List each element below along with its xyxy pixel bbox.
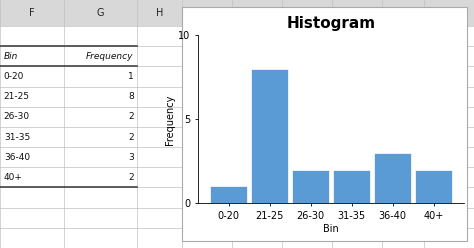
Text: 3: 3 (128, 153, 134, 162)
Text: G: G (97, 8, 104, 18)
Bar (415, 170, 452, 203)
Bar (0, 26, 474, 248)
Text: I: I (206, 8, 209, 18)
Text: 2: 2 (128, 112, 134, 121)
Text: Bin: Bin (4, 52, 18, 61)
Bar (374, 153, 411, 203)
Y-axis label: Frequency: Frequency (165, 94, 175, 145)
Text: 26-30: 26-30 (4, 112, 30, 121)
Bar (333, 170, 370, 203)
Text: 2: 2 (128, 132, 134, 142)
X-axis label: Bin: Bin (323, 224, 339, 234)
Text: 40+: 40+ (4, 173, 23, 182)
Title: Histogram: Histogram (286, 16, 376, 31)
Text: L: L (354, 8, 359, 18)
Bar (210, 186, 247, 203)
Text: 31-35: 31-35 (4, 132, 30, 142)
Text: Frequency: Frequency (86, 52, 134, 61)
Bar (251, 69, 288, 203)
Text: 8: 8 (128, 92, 134, 101)
Text: N: N (446, 8, 453, 18)
Text: J: J (255, 8, 259, 18)
Text: K: K (304, 8, 310, 18)
Text: 0-20: 0-20 (4, 72, 24, 81)
Text: 21-25: 21-25 (4, 92, 30, 101)
Bar (292, 170, 329, 203)
Text: F: F (29, 8, 35, 18)
Text: 2: 2 (128, 173, 134, 182)
Text: 36-40: 36-40 (4, 153, 30, 162)
Text: H: H (156, 8, 164, 18)
Bar (182, 7, 467, 241)
Text: M: M (399, 8, 407, 18)
Text: 1: 1 (128, 72, 134, 81)
Bar (0, 0, 474, 26)
